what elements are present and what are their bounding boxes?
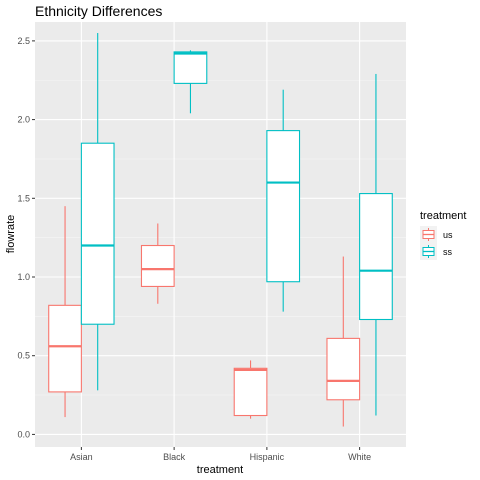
y-tick-label: 1.0 bbox=[17, 272, 30, 282]
box-iqr bbox=[359, 193, 393, 321]
y-tick-label: 1.5 bbox=[17, 193, 30, 203]
box-iqr bbox=[48, 304, 82, 393]
legend-label-us: us bbox=[443, 230, 453, 240]
x-axis: Asian Black Hispanic White bbox=[70, 447, 371, 462]
box-ss-black bbox=[173, 50, 208, 114]
x-tick-label-hispanic: Hispanic bbox=[250, 452, 285, 462]
y-axis-title: flowrate bbox=[5, 215, 17, 254]
x-tick-label-asian: Asian bbox=[70, 452, 93, 462]
box-ss-asian bbox=[80, 33, 115, 391]
box-series-layer bbox=[48, 33, 393, 427]
box-us-asian bbox=[48, 206, 82, 418]
series-us bbox=[48, 206, 361, 427]
legend: treatment us ss bbox=[420, 210, 466, 260]
box-us-white bbox=[326, 256, 361, 427]
y-axis: 0.0 0.5 1.0 1.5 2.0 2.5 bbox=[17, 36, 35, 439]
series-ss bbox=[80, 33, 393, 416]
x-tick-label-black: Black bbox=[163, 452, 186, 462]
x-tick-label-white: White bbox=[348, 452, 371, 462]
box-iqr bbox=[173, 51, 208, 84]
box-iqr bbox=[266, 130, 301, 283]
x-axis-title: treatment bbox=[197, 464, 243, 476]
legend-key-us: us bbox=[420, 226, 453, 243]
box-ss-hispanic bbox=[266, 89, 301, 312]
box-iqr bbox=[140, 244, 175, 287]
legend-title: treatment bbox=[420, 210, 466, 222]
y-tick-label: 0.5 bbox=[17, 351, 30, 361]
box-iqr bbox=[233, 367, 268, 417]
box-us-hispanic bbox=[233, 360, 268, 419]
y-tick-label: 2.5 bbox=[17, 36, 30, 46]
y-tick-label: 0.0 bbox=[17, 429, 30, 439]
chart-title: Ethnicity Differences bbox=[35, 3, 162, 19]
box-iqr bbox=[326, 337, 361, 401]
box-iqr bbox=[80, 142, 115, 325]
legend-key-ss: ss bbox=[420, 243, 453, 260]
legend-label-ss: ss bbox=[443, 247, 453, 257]
box-ss-white bbox=[359, 73, 393, 416]
y-tick-label: 2.0 bbox=[17, 115, 30, 125]
box-us-black bbox=[140, 223, 175, 304]
